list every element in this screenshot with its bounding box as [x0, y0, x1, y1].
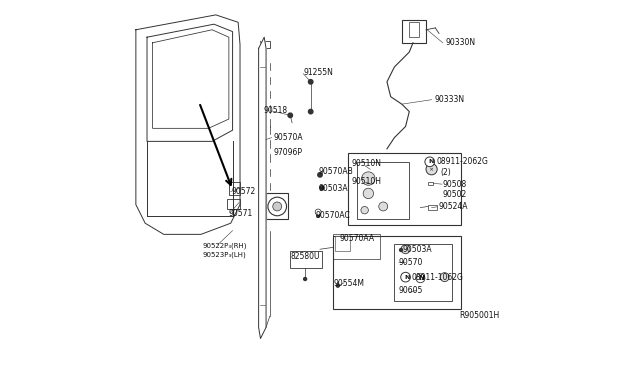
- Text: 82580U: 82580U: [291, 252, 320, 261]
- Bar: [394, 244, 452, 301]
- Circle shape: [363, 188, 374, 199]
- Text: 08911-1062G: 08911-1062G: [412, 273, 464, 282]
- Bar: [410, 22, 419, 37]
- Text: 08911-2062G: 08911-2062G: [436, 157, 488, 166]
- Text: 90571: 90571: [228, 209, 252, 218]
- Text: 90518: 90518: [264, 106, 287, 115]
- Text: 90605: 90605: [399, 286, 423, 295]
- Bar: [428, 205, 437, 210]
- Bar: [229, 182, 240, 195]
- Text: 90570AC: 90570AC: [316, 211, 350, 219]
- Circle shape: [316, 210, 321, 214]
- Circle shape: [401, 245, 410, 254]
- Circle shape: [308, 80, 313, 84]
- Polygon shape: [259, 37, 266, 339]
- Text: 90523P₃(LH): 90523P₃(LH): [203, 251, 246, 258]
- Circle shape: [268, 197, 287, 216]
- Text: 90522P₃(RH): 90522P₃(RH): [203, 242, 247, 249]
- Text: 90572: 90572: [231, 187, 255, 196]
- Text: N: N: [428, 159, 434, 164]
- Bar: [428, 182, 433, 185]
- Circle shape: [426, 164, 437, 175]
- Circle shape: [337, 284, 339, 287]
- Text: 90570AA: 90570AA: [339, 234, 374, 243]
- Text: (2): (2): [440, 169, 451, 177]
- Bar: [291, 251, 322, 268]
- Circle shape: [288, 113, 292, 118]
- Bar: [333, 234, 380, 259]
- Circle shape: [401, 272, 410, 282]
- Text: 97096P: 97096P: [273, 148, 303, 157]
- Text: 90333N: 90333N: [435, 95, 465, 104]
- Circle shape: [319, 186, 324, 190]
- Circle shape: [303, 278, 307, 280]
- Circle shape: [425, 157, 435, 167]
- Text: 90570AB: 90570AB: [318, 167, 353, 176]
- Text: 91255N: 91255N: [303, 68, 333, 77]
- Bar: [335, 236, 349, 251]
- Circle shape: [317, 214, 319, 217]
- Circle shape: [362, 172, 375, 185]
- Circle shape: [318, 173, 322, 177]
- Text: 90508: 90508: [443, 180, 467, 189]
- Text: 90503A: 90503A: [403, 246, 432, 254]
- Text: 90524A: 90524A: [438, 202, 468, 211]
- Text: 90554M: 90554M: [334, 279, 365, 288]
- Circle shape: [361, 206, 369, 214]
- Text: 90510H: 90510H: [351, 177, 381, 186]
- Text: N: N: [404, 275, 410, 280]
- Text: 90570A: 90570A: [273, 133, 303, 142]
- Bar: [348, 153, 461, 225]
- Bar: [266, 193, 289, 219]
- Bar: [402, 20, 426, 43]
- Circle shape: [399, 248, 403, 251]
- Circle shape: [440, 273, 449, 282]
- Bar: [227, 199, 240, 209]
- Text: R905001H: R905001H: [460, 311, 500, 320]
- Circle shape: [315, 209, 321, 215]
- Circle shape: [379, 202, 388, 211]
- Bar: [357, 162, 410, 219]
- Circle shape: [273, 202, 282, 211]
- Bar: [260, 41, 270, 48]
- Circle shape: [308, 109, 313, 114]
- Text: 90510N: 90510N: [351, 159, 381, 168]
- Bar: [333, 236, 461, 309]
- Text: 90502: 90502: [443, 190, 467, 199]
- Text: 90570: 90570: [399, 258, 423, 267]
- Text: 90503A: 90503A: [319, 184, 348, 193]
- Text: 90330N: 90330N: [445, 38, 476, 47]
- Text: N: N: [419, 275, 424, 281]
